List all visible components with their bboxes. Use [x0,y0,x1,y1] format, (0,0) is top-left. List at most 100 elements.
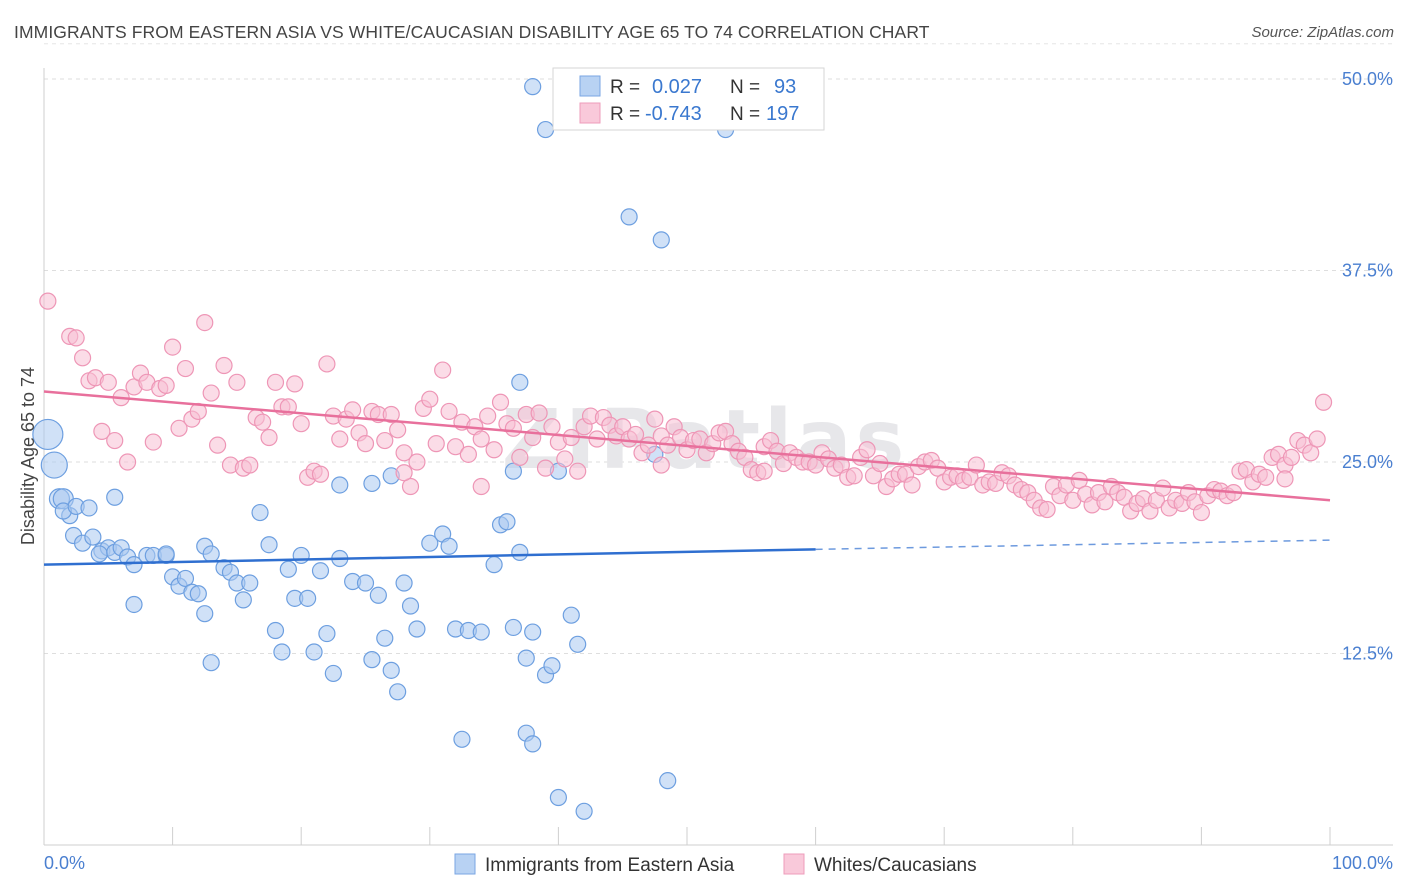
point-immigrants [363,474,381,493]
point-immigrants [543,657,561,675]
point-whites [440,402,458,421]
point-whites [556,450,574,468]
point-immigrants [562,606,580,624]
y-tick-label: 25.0% [1342,452,1393,472]
point-immigrants [659,772,677,790]
point-whites [254,413,272,431]
point-immigrants [318,624,336,643]
point-whites [446,438,465,456]
point-whites [376,431,394,450]
point-whites [67,329,85,347]
point-immigrants [382,661,400,679]
point-whites [485,441,503,459]
point-whites [196,313,214,332]
point-immigrants [106,488,124,506]
legend-n-label-1: N = [730,77,760,98]
point-immigrants [196,605,214,623]
point-immigrants [536,120,555,139]
point-whites [511,448,529,467]
y-axis-label: Disability Age 65 to 74 [18,367,38,545]
bottom-legend-label-whites: Whites/Caucasians [814,855,977,876]
legend-r-value-1: 0.027 [652,76,702,98]
point-whites [434,361,452,379]
point-whites [260,428,278,447]
point-whites [344,401,362,419]
point-whites [382,405,400,424]
point-whites [536,459,555,477]
point-whites [1282,448,1301,467]
point-immigrants [440,537,458,555]
point-whites [1096,493,1114,511]
point-whites [1192,503,1211,522]
point-whites [1257,468,1275,486]
point-immigrants [90,545,108,563]
point-immigrants [389,683,407,701]
point-immigrants [273,643,291,661]
point-whites [1154,479,1172,497]
point-whites [356,435,375,453]
point-immigrants [401,597,420,615]
point-immigrants [504,462,522,480]
point-immigrants [125,595,143,614]
point-immigrants [292,546,310,565]
point-whites [845,467,863,485]
point-immigrants [485,556,503,574]
point-whites [652,456,670,474]
point-whites [646,410,664,428]
point-whites [318,355,336,373]
point-immigrants [421,534,439,552]
trend-line-immigrants [43,548,816,566]
source-label: Source: ZipAtlas.com [1251,24,1394,41]
series-immigrants-points [32,78,735,820]
point-immigrants [331,476,349,494]
point-whites [99,373,117,391]
point-whites [408,453,426,471]
point-whites [144,433,162,451]
point-whites [1314,393,1333,411]
x-tick-label-min: 0.0% [44,853,85,873]
point-whites [286,375,304,393]
legend-swatch-pink [579,102,601,124]
point-immigrants [279,560,297,578]
point-whites [459,445,477,463]
point-immigrants [157,545,175,563]
point-immigrants [324,664,342,683]
point-whites [530,404,548,422]
legend-r-label-2: R = [610,104,640,125]
point-immigrants [251,503,269,522]
point-immigrants [189,585,207,603]
point-immigrants [266,621,285,640]
point-immigrants [369,586,387,604]
point-immigrants [517,649,535,667]
point-whites [1038,500,1056,519]
point-whites [421,390,439,408]
x-tick-label-max: 100.0% [1332,853,1393,873]
gridlines [44,43,1393,654]
point-immigrants [234,591,252,609]
point-whites [479,407,497,425]
point-immigrants [524,78,542,96]
point-whites [472,430,490,448]
correlation-legend: R = 0.027 N = 93 R = -0.743 N = 197 [552,67,825,131]
point-whites [543,418,561,436]
point-immigrants [620,208,638,226]
point-whites [472,477,490,496]
point-whites [1302,444,1320,462]
chart-title: IMMIGRANTS FROM EASTERN ASIA VS WHITE/CA… [14,22,930,42]
point-immigrants [524,623,542,641]
trend-lines [43,390,1331,566]
point-immigrants [575,802,593,820]
point-immigrants [311,562,330,580]
point-immigrants [408,620,426,638]
point-whites [228,373,246,391]
point-immigrants [241,574,259,592]
point-immigrants [32,418,64,451]
point-whites [903,476,921,494]
point-whites [215,356,233,375]
legend-swatch-blue [579,75,601,97]
point-immigrants [80,499,98,517]
legend-r-value-2: -0.743 [645,103,702,125]
point-immigrants [549,788,568,807]
point-immigrants [569,635,587,653]
point-whites [491,393,510,411]
